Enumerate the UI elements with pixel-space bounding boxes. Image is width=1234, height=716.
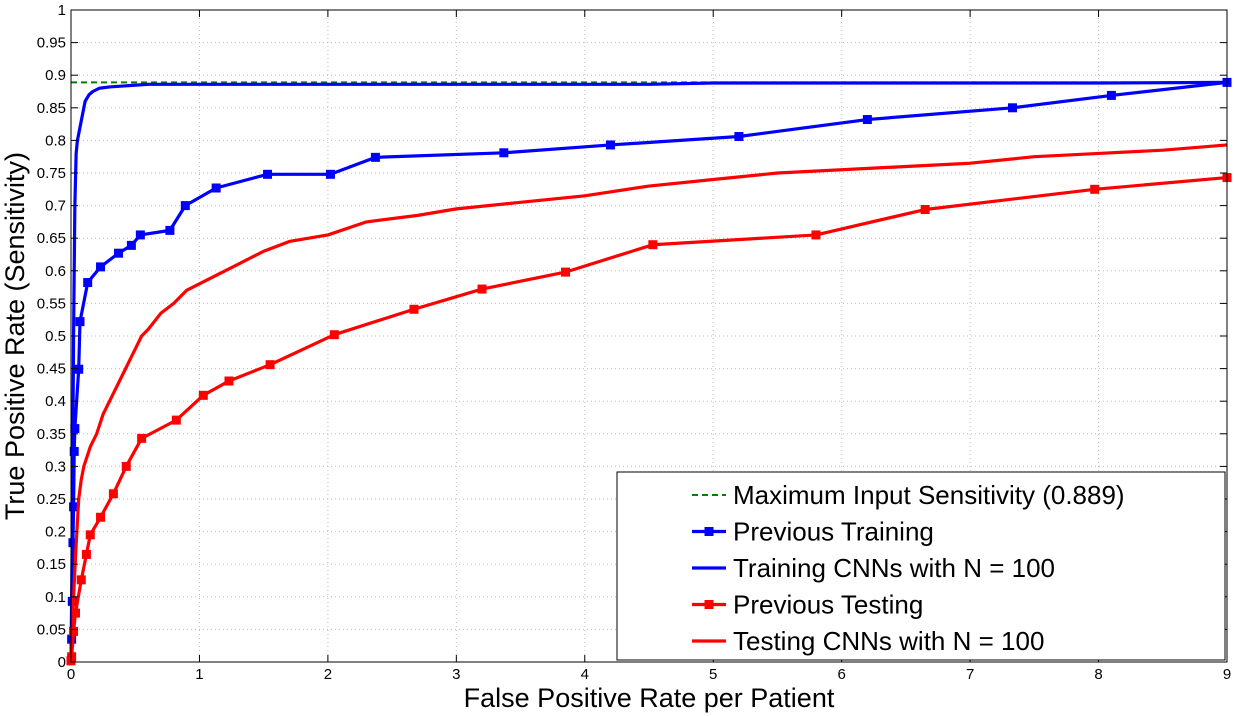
data-point (83, 278, 93, 288)
data-point (561, 267, 571, 277)
x-axis-title: False Positive Rate per Patient (464, 683, 835, 713)
y-tick-label: 0.05 (37, 621, 66, 638)
x-tick-label: 0 (67, 666, 75, 683)
data-point (499, 148, 509, 158)
y-tick-label: 0.75 (37, 165, 66, 182)
data-point (1090, 184, 1100, 194)
data-point (81, 549, 91, 559)
y-tick-label: 0.55 (37, 295, 66, 312)
data-point (70, 608, 80, 618)
data-point (70, 424, 80, 434)
legend: Maximum Input Sensitivity (0.889) Previou… (616, 471, 1226, 661)
y-tick-label: 0.15 (37, 556, 66, 573)
data-point (96, 262, 106, 272)
y-axis-title: True Positive Rate (Sensitivity) (0, 152, 30, 520)
data-point (605, 140, 615, 150)
data-point (76, 575, 86, 585)
y-tick-label: 0.35 (37, 426, 66, 443)
legend-label: Previous Testing (733, 590, 923, 620)
series-testing-cnns-with-n-100 (69, 143, 1228, 663)
data-point (1007, 103, 1017, 113)
data-point (263, 169, 273, 179)
ticks: 0 1 2 3 4 5 6 7 8 9 0 0.05 0.1 0.15 0.2 0.25 0.3 0.35 0.4 0… (37, 2, 1231, 683)
series-training-cnns-with-n-100 (69, 80, 1228, 663)
data-point (121, 461, 131, 471)
legend-box (616, 471, 1226, 661)
data-point (165, 225, 175, 235)
y-tick-label: 1 (58, 2, 66, 19)
data-point (325, 169, 335, 179)
data-point (126, 240, 136, 250)
x-tick-label: 9 (1223, 666, 1231, 683)
data-point (734, 131, 744, 141)
x-tick-label: 5 (709, 666, 717, 683)
y-tick-label: 0.4 (45, 393, 66, 410)
y-tick-label: 0.85 (37, 100, 66, 117)
legend-label: Testing CNNs with N = 100 (733, 626, 1044, 656)
y-tick-label: 0.2 (45, 524, 66, 541)
data-point (180, 201, 190, 211)
data-point (74, 364, 84, 374)
series-line (69, 143, 1228, 663)
data-point (85, 530, 95, 540)
data-point (75, 317, 85, 327)
x-tick-label: 7 (966, 666, 974, 683)
y-tick-label: 0.6 (45, 263, 66, 280)
y-tick-label: 0.5 (45, 328, 66, 345)
data-point (1106, 90, 1116, 100)
x-tick-label: 1 (195, 666, 203, 683)
legend-marker (704, 527, 714, 536)
x-tick-label: 8 (1094, 666, 1102, 683)
legend-label: Training CNNs with N = 100 (733, 553, 1055, 583)
data-point (862, 115, 872, 125)
x-tick-label: 4 (581, 666, 589, 683)
y-tick-label: 0.7 (45, 198, 66, 215)
data-point (329, 330, 339, 340)
y-tick-label: 0.65 (37, 230, 66, 247)
legend-marker (704, 600, 714, 609)
series-layer (66, 77, 1232, 666)
y-tick-label: 0.45 (37, 361, 66, 378)
data-point (370, 152, 380, 162)
y-tick-label: 0.95 (37, 35, 66, 52)
series-line (69, 175, 1228, 661)
data-point (198, 390, 208, 400)
y-tick-label: 0.8 (45, 132, 66, 149)
data-point (114, 248, 124, 258)
x-tick-label: 6 (837, 666, 845, 683)
data-point (108, 489, 118, 499)
data-point (96, 512, 106, 522)
y-tick-label: 0.1 (45, 589, 66, 606)
y-tick-label: 0.9 (45, 67, 66, 84)
y-tick-label: 0.3 (45, 458, 66, 475)
data-point (409, 304, 419, 314)
data-point (648, 240, 658, 250)
y-tick-label: 0.25 (37, 491, 66, 508)
data-point (224, 376, 234, 386)
data-point (137, 433, 147, 443)
data-point (265, 360, 275, 370)
data-point (477, 284, 487, 294)
x-tick-label: 3 (452, 666, 460, 683)
legend-label: Maximum Input Sensitivity (0.889) (733, 480, 1125, 510)
data-point (920, 205, 930, 215)
series-line (69, 80, 1228, 663)
data-point (135, 230, 145, 240)
y-tick-label: 0 (58, 654, 66, 671)
data-point (171, 415, 181, 425)
legend-label: Previous Training (733, 517, 934, 547)
data-point (211, 183, 221, 193)
data-point (811, 230, 821, 240)
x-tick-label: 2 (324, 666, 332, 683)
